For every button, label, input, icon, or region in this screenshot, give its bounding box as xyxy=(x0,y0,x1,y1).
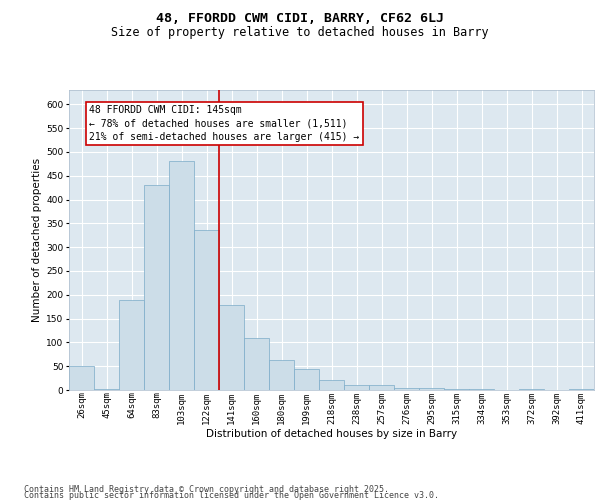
Bar xyxy=(419,388,444,390)
Bar xyxy=(219,305,244,390)
Bar xyxy=(144,185,169,390)
Bar xyxy=(519,389,544,390)
Bar xyxy=(194,230,219,390)
Text: Size of property relative to detached houses in Barry: Size of property relative to detached ho… xyxy=(111,26,489,39)
Bar xyxy=(244,338,269,390)
Bar xyxy=(69,366,94,390)
Bar xyxy=(319,380,344,390)
Bar xyxy=(469,389,494,390)
Text: Contains HM Land Registry data © Crown copyright and database right 2025.: Contains HM Land Registry data © Crown c… xyxy=(24,484,389,494)
Bar xyxy=(394,388,419,390)
Bar xyxy=(569,388,594,390)
Bar xyxy=(169,162,194,390)
Bar xyxy=(344,385,369,390)
Text: 48 FFORDD CWM CIDI: 145sqm
← 78% of detached houses are smaller (1,511)
21% of s: 48 FFORDD CWM CIDI: 145sqm ← 78% of deta… xyxy=(89,105,359,142)
Bar xyxy=(294,368,319,390)
Text: Contains public sector information licensed under the Open Government Licence v3: Contains public sector information licen… xyxy=(24,491,439,500)
Text: 48, FFORDD CWM CIDI, BARRY, CF62 6LJ: 48, FFORDD CWM CIDI, BARRY, CF62 6LJ xyxy=(156,12,444,26)
Bar xyxy=(269,360,294,390)
Bar xyxy=(94,388,119,390)
Bar xyxy=(369,385,394,390)
Bar xyxy=(444,388,469,390)
X-axis label: Distribution of detached houses by size in Barry: Distribution of detached houses by size … xyxy=(206,429,457,439)
Bar xyxy=(119,300,144,390)
Y-axis label: Number of detached properties: Number of detached properties xyxy=(32,158,42,322)
